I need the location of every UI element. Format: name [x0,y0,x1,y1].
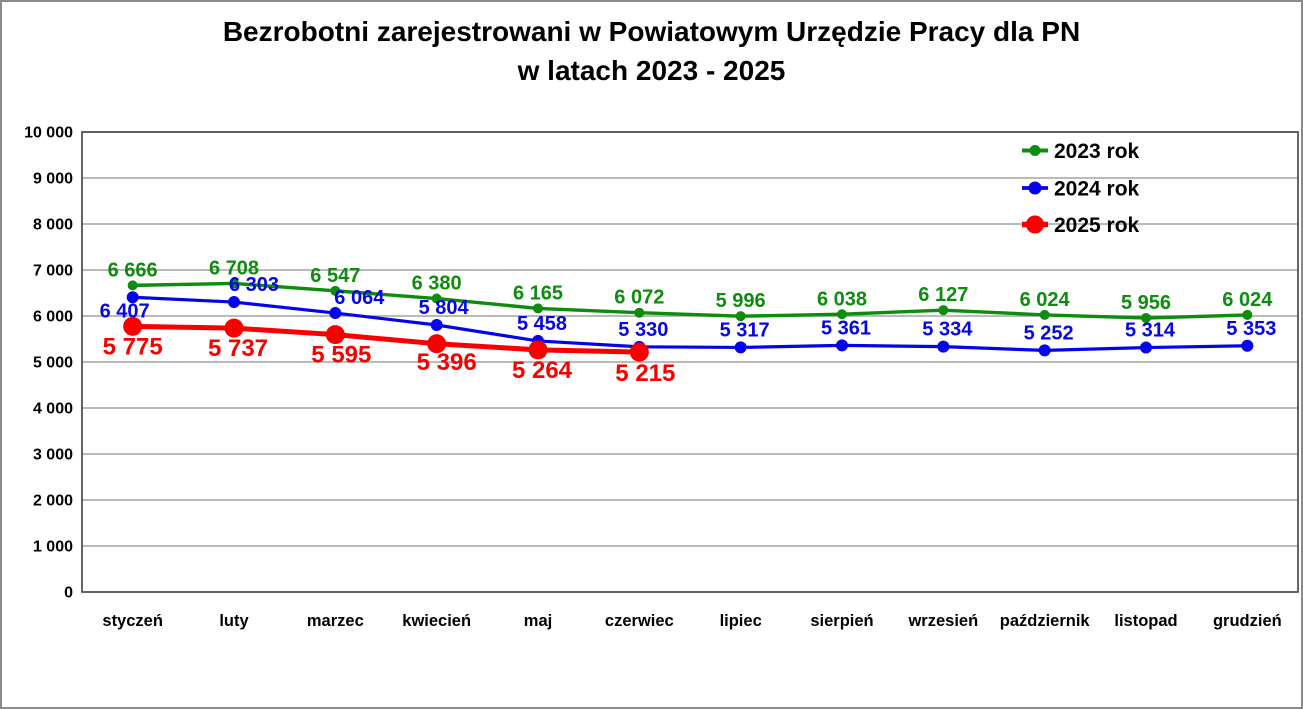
data-point-2024-7 [836,339,848,352]
data-point-2025-1 [224,318,244,338]
data-point-2024-1 [228,296,240,309]
data-point-2023-4 [533,303,543,314]
data-point-2023-6 [735,311,746,322]
data-label-2025-0: 5 775 [103,333,163,360]
y-axis-tick-label: 0 [64,585,73,602]
x-axis-tick-label: grudzień [1213,612,1282,630]
data-label-2024-10: 5 314 [1125,320,1176,342]
data-point-2024-10 [1140,341,1152,354]
data-label-2024-1: 6 303 [229,274,279,296]
data-label-2024-11: 5 353 [1226,318,1276,340]
x-axis-tick-label: czerwiec [605,612,674,630]
legend-label-2025: 2025 rok [1054,214,1140,237]
data-point-2024-11 [1241,339,1254,352]
data-label-2025-2: 5 595 [311,342,371,369]
data-point-2023-9 [1039,309,1050,320]
x-axis-tick-label: styczeń [102,612,163,630]
y-axis-tick-label: 1 000 [33,539,73,556]
chart-title-line2: w latach 2023 - 2025 [517,55,786,86]
data-label-2024-3: 5 804 [419,297,470,319]
data-label-2024-9: 5 252 [1024,322,1074,344]
x-axis-tick-label: luty [219,612,249,630]
legend-marker-2023 [1029,145,1041,156]
data-label-2023-7: 6 038 [817,288,867,310]
legend-marker-2025 [1026,215,1044,234]
x-axis-tick-label: listopad [1114,612,1177,630]
y-axis-tick-label: 2 000 [33,493,73,510]
data-label-2024-2: 6 064 [334,287,385,309]
chart-title-line1: Bezrobotni zarejestrowani w Powiatowym U… [222,16,1081,47]
data-point-2024-3 [430,319,443,332]
data-point-2023-3 [431,293,442,304]
data-label-2025-5: 5 215 [615,360,675,387]
x-axis-tick-label: październik [1000,612,1091,630]
data-label-2024-5: 5 330 [618,319,668,341]
series-line-2025 [132,323,640,355]
y-axis-tick-label: 10 000 [24,125,73,142]
data-label-2023-6: 5 996 [716,290,766,312]
x-axis-tick-label: lipiec [720,612,762,630]
x-axis-tick-label: wrzesień [907,612,978,630]
data-point-2024-0 [126,291,139,304]
data-label-2023-3: 6 380 [412,273,462,295]
data-point-2024-6 [734,341,747,354]
y-axis-tick-label: 9 000 [33,171,73,188]
data-point-2025-2 [325,325,345,345]
data-label-2023-0: 6 666 [108,259,158,281]
y-axis-tick-label: 4 000 [33,401,73,418]
data-point-2023-11 [1242,309,1253,320]
y-axis-tick-label: 3 000 [33,447,73,464]
chart-title: Bezrobotni zarejestrowani w Powiatowym U… [2,12,1301,90]
data-label-2025-3: 5 396 [417,349,477,376]
data-label-2023-9: 6 024 [1020,289,1071,311]
data-point-2023-10 [1141,313,1151,324]
data-point-2024-8 [937,340,950,353]
data-point-2025-3 [427,334,447,354]
data-label-2023-1: 6 708 [209,257,259,279]
data-point-2023-1 [229,278,239,289]
data-label-2024-8: 5 334 [922,319,973,341]
plot-area-border [81,131,1299,593]
data-point-2023-8 [938,305,949,316]
data-label-2023-2: 6 547 [310,265,360,287]
series-line-2023 [132,281,1248,320]
data-point-2023-5 [634,307,645,318]
y-axis-tick-label: 5 000 [33,355,73,372]
data-point-2024-9 [1038,344,1051,357]
data-label-2024-6: 5 317 [720,319,770,341]
x-axis-tick-label: kwiecień [402,612,471,630]
data-point-2023-0 [127,280,138,291]
legend-label-2024: 2024 rok [1054,178,1140,201]
data-label-2024-4: 5 458 [517,313,567,335]
legend-marker-2024 [1028,181,1042,195]
data-label-2025-4: 5 264 [512,357,573,384]
y-axis-tick-label: 7 000 [33,263,73,280]
x-axis-tick-label: sierpień [810,612,873,630]
data-label-2025-1: 5 737 [208,335,268,362]
y-axis-tick-label: 6 000 [33,309,73,326]
data-label-2023-4: 6 165 [513,282,563,304]
x-axis-tick-label: maj [524,612,552,630]
data-point-2025-5 [629,342,649,362]
x-axis-tick-label: marzec [307,612,364,630]
data-label-2024-0: 6 407 [100,300,150,322]
data-label-2023-11: 6 024 [1222,289,1273,311]
data-point-2025-0 [123,316,143,336]
series-line-2024 [132,295,1248,353]
data-label-2023-10: 5 956 [1121,292,1171,314]
data-point-2024-2 [329,307,342,320]
legend-label-2023: 2023 rok [1054,140,1140,163]
data-point-2025-4 [528,340,548,360]
data-label-2024-7: 5 361 [821,317,871,339]
data-point-2023-7 [837,309,847,320]
y-axis-tick-label: 8 000 [33,217,73,234]
data-label-2023-8: 6 127 [918,284,968,306]
data-label-2023-5: 6 072 [614,287,664,309]
data-point-2023-2 [330,285,341,296]
